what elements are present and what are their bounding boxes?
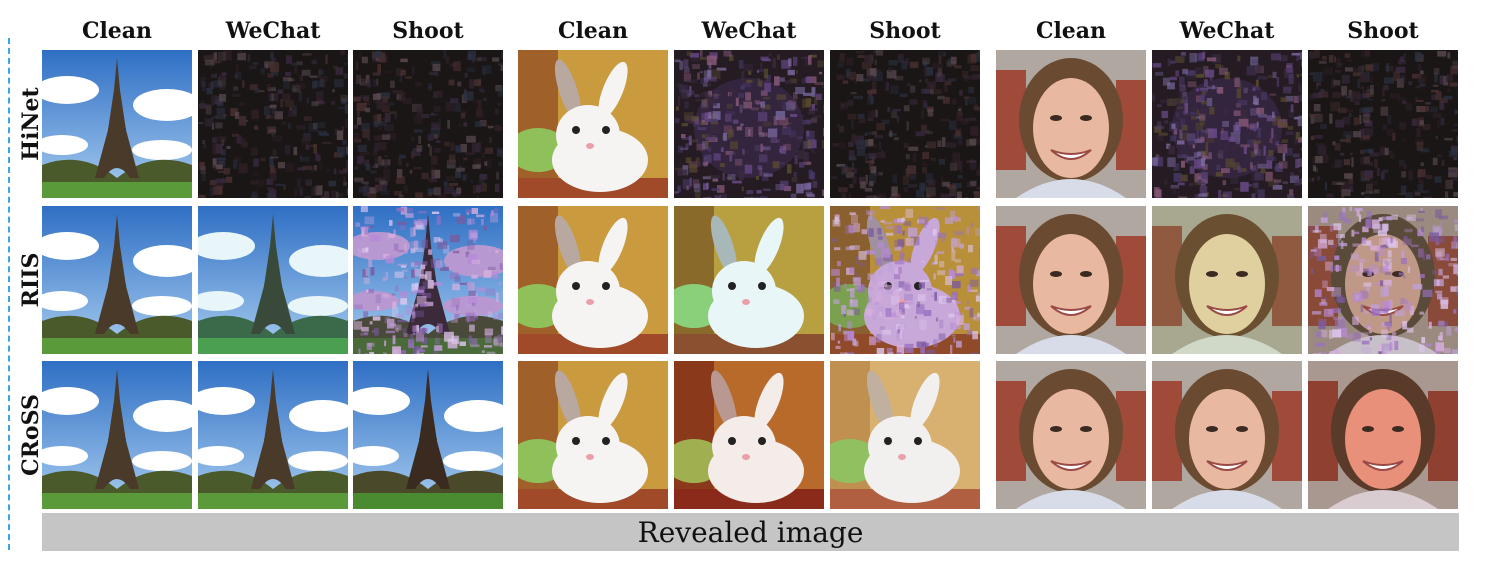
revealed-image-banner: Revealed image (42, 513, 1459, 551)
result-image-rabbit (830, 50, 980, 198)
column-header: Shoot (869, 18, 941, 44)
column-header: WeChat (701, 18, 797, 44)
row-label-riis: RIIS (18, 252, 44, 308)
result-image-rabbit (518, 206, 668, 354)
result-image-eiffel-tower (353, 361, 503, 509)
result-image-rabbit (518, 361, 668, 509)
result-image-rabbit (830, 206, 980, 354)
column-header: Shoot (1347, 18, 1419, 44)
result-image-woman-face (1152, 50, 1302, 198)
dashed-divider (8, 38, 10, 550)
row-label-hinet: HiNet (18, 87, 44, 161)
result-image-rabbit (830, 361, 980, 509)
result-image-eiffel-tower (198, 50, 348, 198)
column-header: Shoot (392, 18, 464, 44)
result-image-woman-face (1152, 206, 1302, 354)
result-image-woman-face (996, 361, 1146, 509)
column-header: Clean (1035, 18, 1107, 44)
row-label-cross: CRoSS (18, 394, 44, 476)
result-image-rabbit (518, 50, 668, 198)
result-image-rabbit (674, 50, 824, 198)
result-image-woman-face (1308, 361, 1458, 509)
result-image-eiffel-tower (353, 206, 503, 354)
result-image-woman-face (1152, 361, 1302, 509)
result-image-eiffel-tower (353, 50, 503, 198)
column-header: WeChat (225, 18, 321, 44)
result-image-woman-face (1308, 206, 1458, 354)
result-image-woman-face (1308, 50, 1458, 198)
result-image-rabbit (674, 361, 824, 509)
result-image-eiffel-tower (198, 206, 348, 354)
result-image-eiffel-tower (42, 206, 192, 354)
result-image-eiffel-tower (42, 50, 192, 198)
result-image-rabbit (674, 206, 824, 354)
revealed-image-label: Revealed image (637, 515, 864, 549)
result-image-woman-face (996, 50, 1146, 198)
result-image-eiffel-tower (42, 361, 192, 509)
result-image-eiffel-tower (198, 361, 348, 509)
column-header: WeChat (1179, 18, 1275, 44)
column-header: Clean (557, 18, 629, 44)
result-image-woman-face (996, 206, 1146, 354)
column-header: Clean (81, 18, 153, 44)
